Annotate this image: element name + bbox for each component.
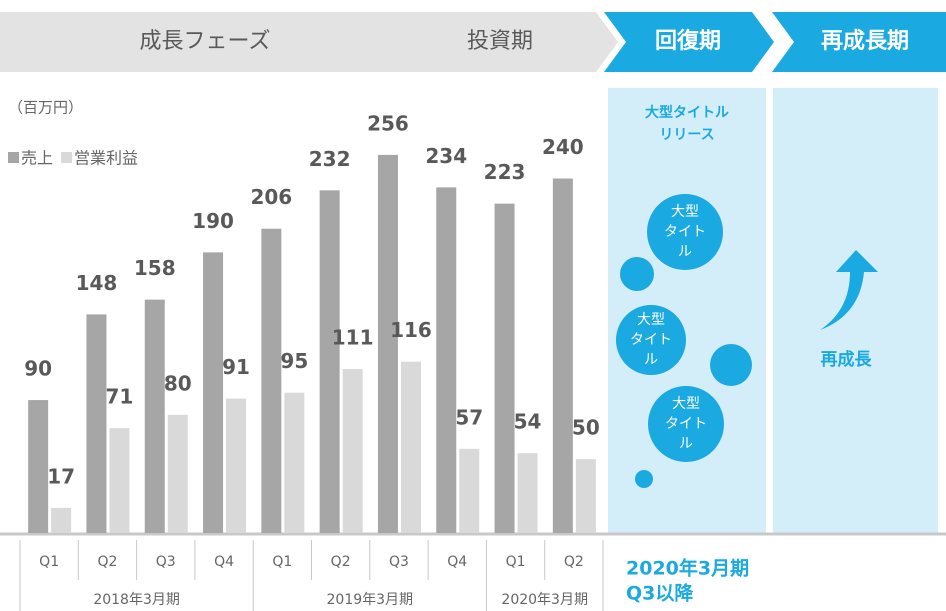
panel-title: リリース bbox=[659, 127, 714, 143]
bar bbox=[51, 507, 72, 533]
data-label: 148 bbox=[76, 271, 118, 295]
period-label: 2020年3月期 bbox=[626, 557, 749, 580]
data-label: 206 bbox=[250, 185, 292, 209]
phase-chevron bbox=[772, 12, 946, 72]
bubble bbox=[635, 470, 653, 488]
x-tick-label: Q1 bbox=[272, 554, 292, 570]
data-label: 50 bbox=[572, 416, 600, 440]
bubble-label: ル bbox=[679, 436, 693, 452]
bubble-label: ル bbox=[644, 352, 658, 368]
data-label: 158 bbox=[134, 256, 176, 280]
bar bbox=[28, 400, 49, 533]
bar bbox=[436, 187, 457, 533]
regrowth-label: 再成長 bbox=[821, 349, 873, 370]
legend-label: 売上 bbox=[21, 149, 53, 168]
bubble-label: タイト bbox=[665, 416, 707, 432]
group-label: 2020年3月期 bbox=[501, 592, 588, 608]
bubble-label: 大型 bbox=[637, 312, 665, 328]
bar bbox=[342, 369, 363, 533]
data-label: 95 bbox=[280, 349, 308, 373]
bar bbox=[203, 252, 224, 533]
data-label: 91 bbox=[222, 355, 250, 379]
phase-chevron bbox=[604, 12, 774, 72]
phase-chevron bbox=[386, 12, 618, 72]
bubble-label: 大型 bbox=[671, 204, 699, 220]
bar bbox=[226, 398, 247, 533]
phase-label: 投資期 bbox=[467, 29, 533, 54]
data-label: 232 bbox=[309, 147, 351, 171]
data-label: 80 bbox=[164, 371, 192, 395]
unit-label: （百万円） bbox=[8, 99, 83, 117]
bar bbox=[319, 190, 340, 533]
legend-swatch bbox=[61, 152, 73, 163]
period-label: Q3以降 bbox=[626, 582, 694, 605]
x-tick-label: Q1 bbox=[506, 554, 526, 570]
x-tick-label: Q2 bbox=[97, 554, 117, 570]
bubble bbox=[616, 305, 686, 375]
bar bbox=[261, 228, 282, 533]
bar bbox=[517, 453, 538, 533]
bar bbox=[109, 428, 130, 533]
phase-label: 再成長期 bbox=[821, 29, 909, 54]
bubble bbox=[648, 386, 724, 462]
data-label: 223 bbox=[484, 160, 526, 184]
x-tick-label: Q3 bbox=[389, 554, 409, 570]
phase-label: 成長フェーズ bbox=[140, 29, 271, 54]
bubble-label: タイト bbox=[664, 224, 706, 240]
data-label: 54 bbox=[514, 410, 542, 434]
bubble bbox=[620, 257, 654, 291]
data-label: 240 bbox=[542, 135, 584, 159]
bar bbox=[494, 203, 515, 533]
bar bbox=[144, 299, 165, 533]
legend-label: 営業利益 bbox=[74, 149, 138, 168]
bubble-label: 大型 bbox=[672, 396, 700, 412]
bar bbox=[459, 448, 480, 533]
bubble-label: ル bbox=[678, 244, 692, 260]
x-tick-label: Q4 bbox=[214, 554, 234, 570]
data-label: 234 bbox=[425, 144, 467, 168]
bar bbox=[284, 392, 305, 533]
bar bbox=[86, 314, 107, 533]
x-tick-label: Q3 bbox=[156, 554, 176, 570]
x-tick-label: Q2 bbox=[331, 554, 351, 570]
panel-title: 大型タイトル bbox=[645, 104, 729, 121]
phase-chevron bbox=[0, 12, 414, 72]
phase-label: 回復期 bbox=[655, 28, 721, 54]
data-label: 71 bbox=[106, 385, 134, 409]
x-tick-label: Q4 bbox=[447, 554, 467, 570]
data-label: 90 bbox=[24, 357, 52, 381]
data-label: 116 bbox=[390, 318, 432, 342]
data-label: 17 bbox=[47, 464, 75, 488]
bar bbox=[575, 459, 596, 533]
data-label: 111 bbox=[332, 326, 374, 350]
regrowth-panel bbox=[773, 88, 938, 534]
group-label: 2018年3月期 bbox=[93, 592, 180, 608]
legend-swatch bbox=[8, 152, 19, 163]
data-label: 256 bbox=[367, 111, 409, 135]
bar bbox=[377, 154, 398, 533]
bar bbox=[167, 414, 188, 533]
data-label: 190 bbox=[192, 209, 234, 233]
bubble bbox=[710, 344, 752, 386]
bubble-label: タイト bbox=[630, 332, 672, 348]
bar bbox=[400, 361, 421, 533]
x-tick-label: Q2 bbox=[564, 554, 584, 570]
group-label: 2019年3月期 bbox=[327, 592, 414, 608]
bubble bbox=[647, 194, 723, 270]
bar bbox=[552, 178, 573, 533]
arrow-icon bbox=[820, 250, 878, 330]
x-tick-label: Q1 bbox=[39, 554, 59, 570]
data-label: 57 bbox=[455, 405, 483, 429]
